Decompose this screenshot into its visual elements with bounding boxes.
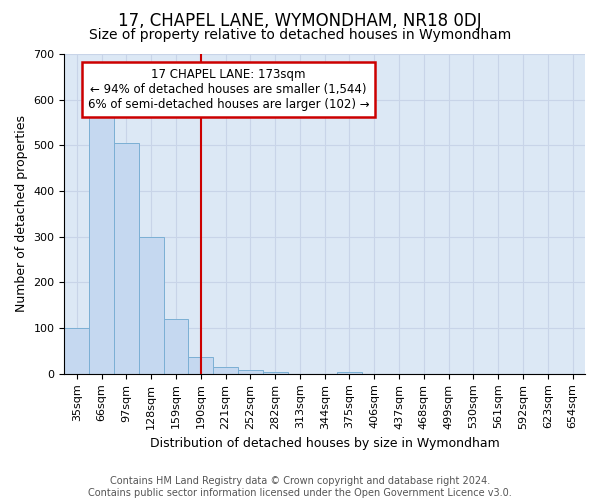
Bar [164, 319, 188, 374]
X-axis label: Distribution of detached houses by size in Wymondham: Distribution of detached houses by size … [150, 437, 500, 450]
Bar [64, 328, 89, 374]
Bar [139, 237, 164, 374]
Bar [213, 367, 238, 374]
Y-axis label: Number of detached properties: Number of detached properties [15, 116, 28, 312]
Text: 17, CHAPEL LANE, WYMONDHAM, NR18 0DJ: 17, CHAPEL LANE, WYMONDHAM, NR18 0DJ [118, 12, 482, 30]
Bar [337, 372, 362, 374]
Text: 17 CHAPEL LANE: 173sqm
← 94% of detached houses are smaller (1,544)
6% of semi-d: 17 CHAPEL LANE: 173sqm ← 94% of detached… [88, 68, 369, 112]
Bar [89, 110, 114, 374]
Text: Size of property relative to detached houses in Wymondham: Size of property relative to detached ho… [89, 28, 511, 42]
Text: Contains HM Land Registry data © Crown copyright and database right 2024.
Contai: Contains HM Land Registry data © Crown c… [88, 476, 512, 498]
Bar [114, 143, 139, 374]
Bar [238, 370, 263, 374]
Bar [188, 357, 213, 374]
Bar [263, 372, 287, 374]
